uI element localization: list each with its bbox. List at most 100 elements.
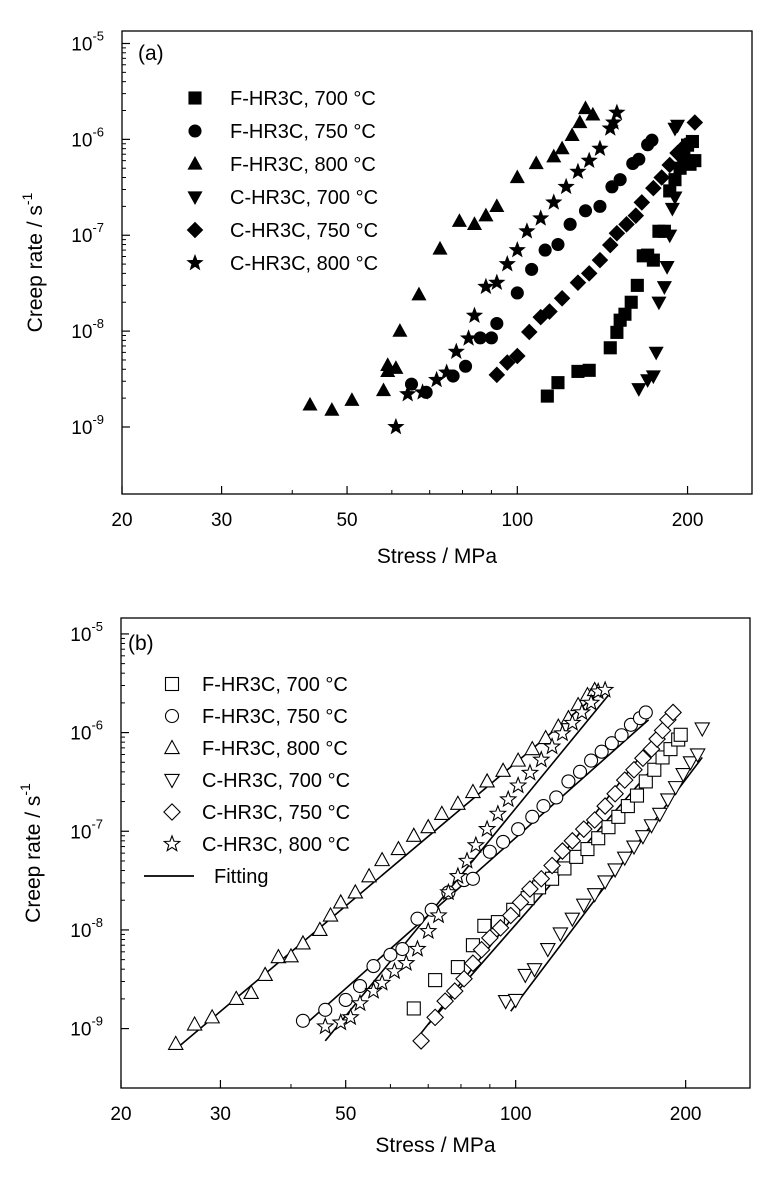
data-point: [580, 265, 598, 282]
data-point: [366, 959, 381, 974]
data-point: [532, 209, 550, 226]
data-point: [477, 819, 497, 838]
data-point: [694, 722, 711, 738]
legend-marker: [163, 739, 181, 755]
data-point: [397, 953, 416, 972]
data-point: [616, 851, 633, 867]
data-point: [561, 774, 576, 789]
x-tick-label: 200: [670, 1104, 702, 1125]
data-point: [659, 261, 675, 275]
data-point: [344, 392, 360, 406]
x-tick-label: 20: [110, 1104, 131, 1125]
data-point: [580, 151, 598, 168]
y-axis-title-superscript: -1: [17, 783, 33, 796]
data-point: [551, 376, 565, 390]
legend: F-HR3C, 700 °C F-HR3C, 750 °C F-HR3C, 800 …: [144, 674, 350, 888]
series-4: [488, 114, 704, 384]
data-point: [571, 364, 585, 378]
data-point: [413, 383, 432, 400]
data-point: [595, 680, 615, 698]
data-point: [488, 804, 508, 822]
data-point: [648, 346, 664, 361]
data-point: [372, 973, 392, 991]
data-point: [643, 819, 660, 834]
data-point: [448, 866, 468, 885]
data-point: [651, 296, 667, 311]
y-tick-label: 10-7: [71, 220, 104, 247]
legend-label: C-HR3C, 750 °C: [230, 220, 378, 242]
data-point: [608, 224, 626, 242]
legend-label: F-HR3C, 800 °C: [202, 738, 348, 760]
data-point: [553, 842, 572, 860]
data-point: [614, 728, 629, 743]
data-point: [457, 851, 477, 869]
panel-label: (a): [138, 42, 164, 65]
data-point: [167, 1035, 184, 1050]
data-point: [575, 898, 592, 914]
y-tick-label: 10-5: [70, 619, 103, 646]
x-axis-title: Stress / MPa: [375, 1134, 496, 1157]
legend-marker: [164, 676, 180, 692]
y-tick-base: 10: [71, 226, 92, 247]
data-point: [499, 354, 516, 371]
data-point: [270, 948, 287, 964]
data-point: [496, 834, 511, 849]
legend-label: C-HR3C, 750 °C: [202, 802, 350, 824]
data-point: [489, 198, 505, 213]
legend-marker: [188, 124, 202, 138]
data-point: [601, 236, 619, 254]
data-point: [607, 863, 624, 879]
y-tick-exponent: -6: [91, 718, 103, 733]
data-point: [634, 830, 651, 845]
legend-label: C-HR3C, 700 °C: [230, 187, 378, 209]
data-point: [664, 202, 680, 217]
data-point: [585, 106, 601, 121]
series-2: [167, 681, 603, 1050]
data-point: [546, 148, 562, 163]
series-0: [406, 727, 688, 1016]
data-point: [477, 277, 495, 295]
data-point: [604, 736, 619, 751]
data-point: [638, 705, 653, 720]
data-point: [509, 169, 525, 184]
data-point: [526, 963, 543, 978]
data-point: [545, 193, 563, 210]
data-point: [686, 114, 704, 131]
y-tick-exponent: -5: [91, 619, 103, 634]
data-point: [661, 156, 679, 174]
data-point: [380, 357, 396, 371]
data-point: [659, 793, 676, 809]
data-point: [596, 797, 615, 815]
legend-label: F-HR3C, 700 °C: [230, 88, 376, 110]
y-tick-exponent: -9: [92, 412, 104, 427]
data-point: [563, 831, 582, 850]
y-tick-base: 10: [70, 625, 91, 646]
legend-label: C-HR3C, 800 °C: [202, 834, 350, 856]
data-point: [606, 784, 625, 803]
data-point: [186, 1015, 203, 1031]
y-tick-label: 10-9: [71, 412, 104, 439]
data-point: [664, 703, 682, 722]
data-point: [543, 856, 561, 875]
data-point: [508, 241, 526, 258]
data-point: [563, 217, 577, 231]
legend-label: C-HR3C, 800 °C: [230, 253, 378, 275]
data-point: [332, 893, 349, 909]
data-point: [630, 278, 644, 292]
data-point: [603, 341, 617, 355]
y-tick-base: 10: [70, 822, 91, 843]
data-point: [459, 329, 478, 346]
legend-marker: [187, 155, 203, 170]
data-point: [347, 883, 364, 899]
y-tick-base: 10: [71, 322, 92, 343]
data-point: [316, 1016, 335, 1035]
data-point: [551, 237, 565, 252]
data-point: [682, 756, 699, 771]
legend: F-HR3C, 700 °C F-HR3C, 750 °C F-HR3C, 800 …: [186, 88, 378, 275]
data-point: [549, 790, 564, 805]
data-point: [645, 133, 659, 147]
data-point: [482, 844, 497, 859]
data-point: [302, 396, 318, 411]
data-point: [662, 229, 678, 244]
data-point: [324, 402, 340, 416]
